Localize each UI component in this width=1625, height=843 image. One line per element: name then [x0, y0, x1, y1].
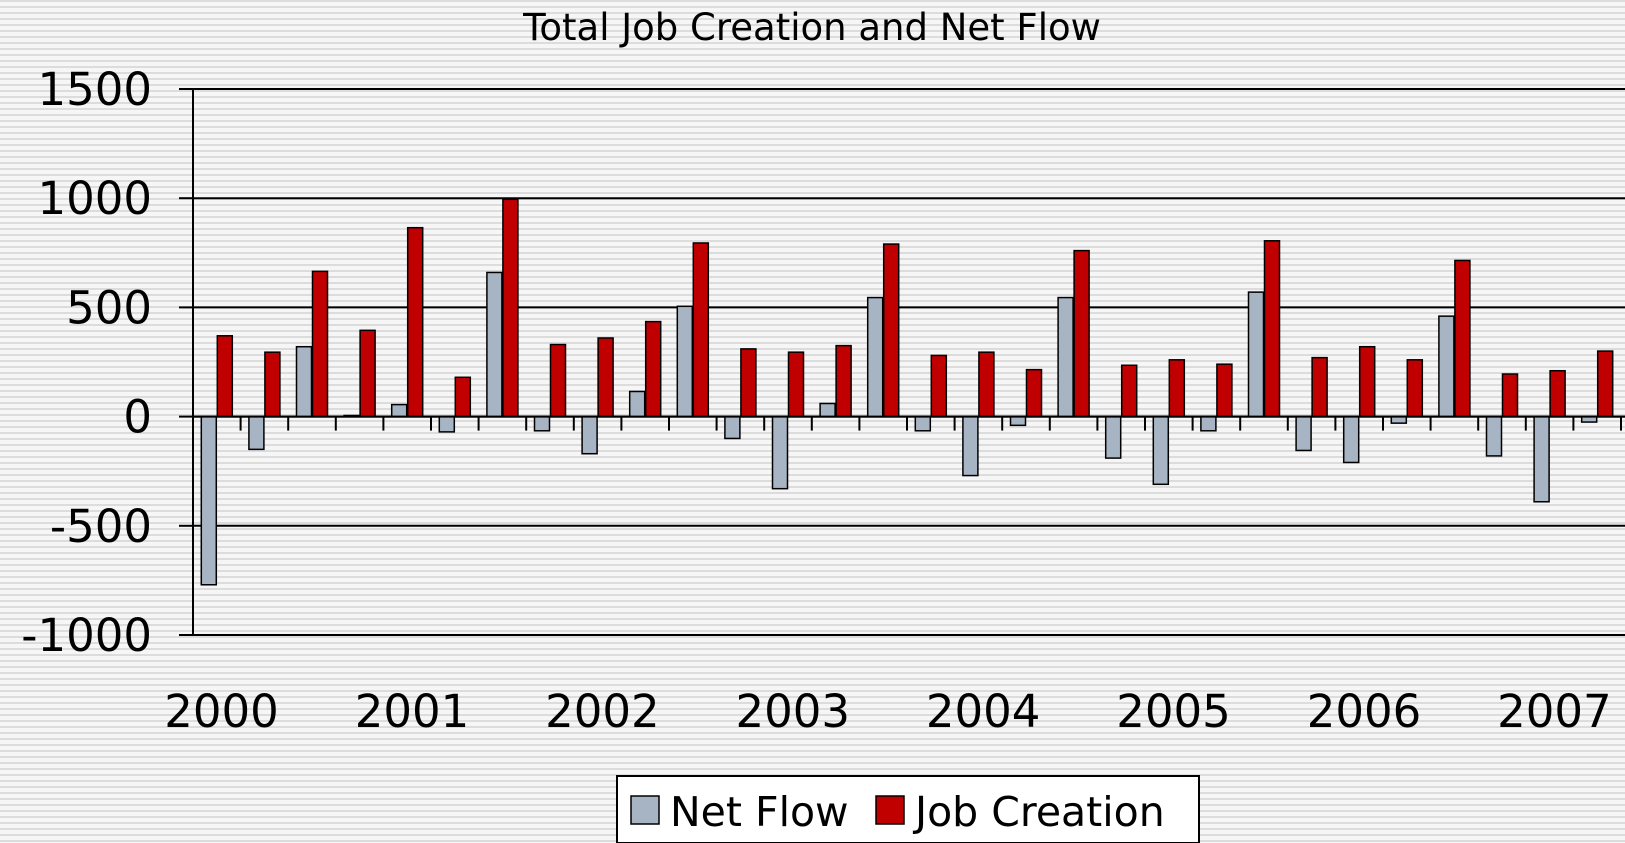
- bar-job-creation-14: [882, 243, 900, 418]
- y-tick-label-3: 0: [123, 391, 152, 444]
- bar-net-flow-26: [1438, 315, 1455, 418]
- bar-net-flow-18: [1057, 296, 1074, 418]
- bar-job-creation-8: [597, 337, 614, 418]
- legend: Net Flow Job Creation: [616, 775, 1200, 843]
- y-tick-label-5: -1000: [21, 609, 152, 662]
- x-tick-label-2004: 2004: [926, 685, 1041, 738]
- bar-net-flow-0: [200, 415, 218, 586]
- bar-net-flow-20: [1152, 415, 1170, 486]
- bar-job-creation-20: [1168, 359, 1186, 418]
- bar-net-flow-2: [295, 345, 313, 418]
- legend-swatch-job-creation: [875, 795, 905, 825]
- bar-net-flow-1: [248, 415, 265, 451]
- bar-net-flow-10: [676, 305, 694, 418]
- bar-net-flow-8: [581, 415, 598, 455]
- y-tick-label-0: 1500: [37, 63, 152, 116]
- bar-job-creation-1: [264, 351, 281, 418]
- y-tick-label-1: 1000: [37, 172, 152, 225]
- bar-job-creation-0: [216, 335, 234, 418]
- bar-net-flow-28: [1533, 415, 1550, 503]
- bar-job-creation-3: [359, 329, 376, 418]
- x-tick-label-2002: 2002: [545, 685, 660, 738]
- legend-box: [616, 775, 1200, 843]
- bar-job-creation-11: [740, 348, 757, 418]
- bar-net-flow-22: [1247, 291, 1265, 418]
- bar-net-flow-21: [1200, 415, 1217, 432]
- legend-swatch-net-flow: [630, 795, 660, 825]
- y-tick-label-2: 500: [66, 281, 152, 334]
- bar-net-flow-17: [1009, 415, 1027, 427]
- bar-net-flow-5: [438, 415, 456, 433]
- bar-job-creation-26: [1454, 259, 1471, 418]
- x-tick-label-2007: 2007: [1497, 685, 1612, 738]
- bar-net-flow-9: [628, 390, 646, 418]
- bar-job-creation-17: [1025, 368, 1043, 418]
- bar-job-creation-6: [502, 198, 519, 418]
- bar-job-creation-28: [1549, 369, 1566, 418]
- bar-job-creation-22: [1263, 240, 1281, 418]
- bar-job-creation-24: [1358, 345, 1376, 418]
- x-tick-label-2005: 2005: [1116, 685, 1231, 738]
- bar-job-creation-21: [1216, 363, 1233, 418]
- bar-job-creation-10: [692, 242, 710, 418]
- bar-job-creation-13: [835, 344, 852, 418]
- bar-net-flow-16: [962, 415, 979, 477]
- bar-net-flow-19: [1104, 415, 1122, 459]
- bar-job-creation-5: [454, 376, 472, 418]
- x-tick-label-2006: 2006: [1307, 685, 1422, 738]
- bars: [200, 198, 1614, 586]
- bar-net-flow-11: [724, 415, 741, 440]
- bar-job-creation-9: [644, 320, 662, 418]
- bar-net-flow-4: [390, 403, 408, 418]
- bar-net-flow-7: [533, 415, 551, 432]
- bar-job-creation-27: [1501, 373, 1519, 418]
- x-tick-label-2003: 2003: [735, 685, 850, 738]
- x-tick-label-2000: 2000: [164, 685, 279, 738]
- bar-net-flow-24: [1342, 415, 1360, 464]
- bar-net-flow-27: [1485, 415, 1503, 457]
- bar-net-flow-6: [486, 271, 503, 418]
- y-tick-label-4: -500: [50, 500, 152, 553]
- bar-net-flow-14: [866, 296, 884, 418]
- bar-net-flow-13: [819, 402, 836, 418]
- bar-job-creation-29: [1596, 350, 1614, 418]
- bar-job-creation-25: [1406, 359, 1424, 418]
- legend-label-net-flow: Net Flow: [670, 788, 849, 836]
- bar-job-creation-19: [1120, 364, 1138, 418]
- bar-net-flow-15: [914, 415, 932, 432]
- chart-title: Total Job Creation and Net Flow: [522, 6, 1101, 49]
- x-tick-labels: 2000 2001 2002 2003 2004 2005 2006 2007: [164, 685, 1611, 738]
- bar-job-creation-15: [930, 354, 948, 418]
- x-tick-label-2001: 2001: [355, 685, 470, 738]
- axes: [179, 88, 1625, 636]
- bar-net-flow-12: [771, 415, 789, 490]
- bar-job-creation-4: [406, 226, 424, 418]
- bar-job-creation-2: [311, 270, 329, 418]
- bar-job-creation-16: [978, 351, 995, 418]
- bar-job-creation-7: [549, 343, 567, 418]
- bar-job-creation-12: [787, 351, 805, 418]
- bar-net-flow-23: [1295, 415, 1312, 452]
- bar-job-creation-23: [1311, 356, 1328, 418]
- legend-label-job-creation: Job Creation: [912, 788, 1165, 836]
- y-tick-labels: 1500 1000 500 0 -500 -1000: [21, 63, 152, 662]
- bar-job-creation-18: [1073, 249, 1090, 418]
